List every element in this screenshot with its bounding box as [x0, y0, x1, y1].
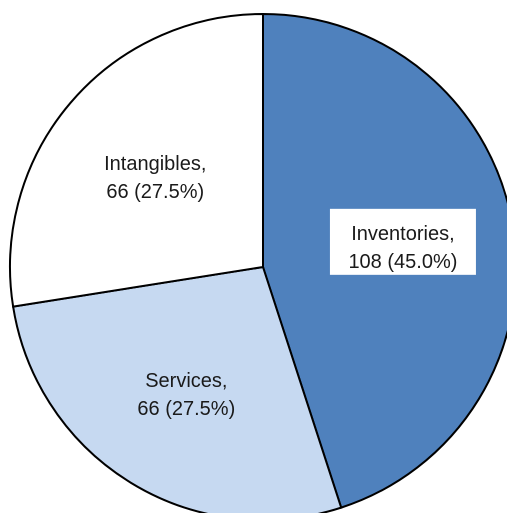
slice-label-background — [329, 208, 476, 275]
slice-label-services: Services, 66 (27.5%) — [137, 370, 235, 420]
slice-label-value: 108 (45.0%) — [348, 251, 457, 273]
pie-slice-intangibles — [9, 12, 264, 308]
slice-label-value: 66 (27.5%) — [106, 181, 204, 203]
slice-label-inventories: Inventories, 108 (45.0%) — [329, 208, 476, 275]
slice-label-name: Inventories, — [351, 223, 454, 245]
slice-label-name: Services, — [145, 370, 227, 392]
slice-label-value: 66 (27.5%) — [137, 398, 235, 420]
slice-label-intangibles: Intangibles, 66 (27.5%) — [104, 153, 206, 203]
pie-slice-services — [11, 265, 343, 513]
slice-label-name: Intangibles, — [104, 153, 206, 175]
labels-layer: Inventories, 108 (45.0%) Services, 66 (27.5… — [104, 153, 476, 420]
